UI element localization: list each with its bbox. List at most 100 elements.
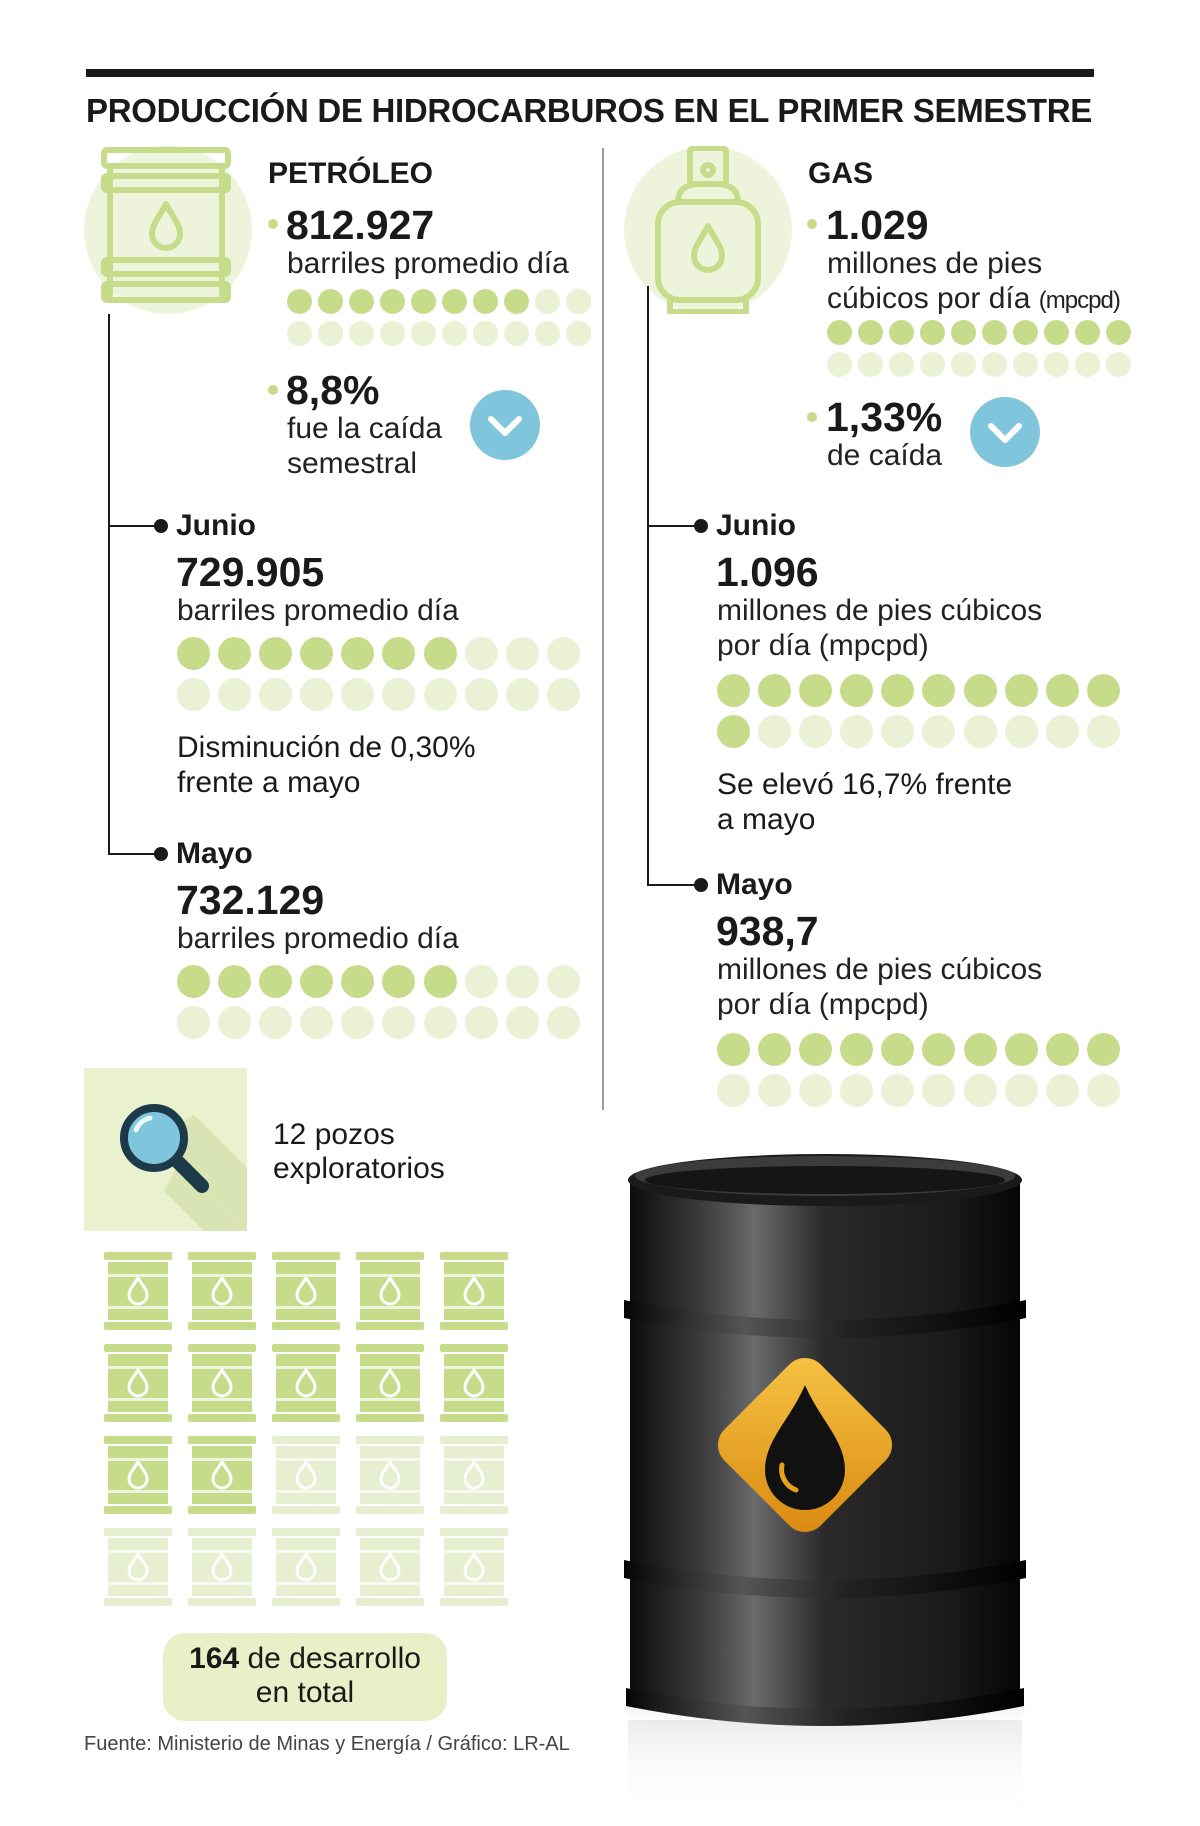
magnifier-box [84,1068,247,1231]
dot-filled [982,320,1007,345]
dot-filled [951,320,976,345]
dot-empty [1045,1074,1079,1107]
gas-junio-unit-line1: millones de pies cúbicos [717,594,1043,627]
petroleo-junio-note-line1: Disminución de 0,30% [177,731,476,764]
dot-filled [881,674,915,707]
petroleo-caida-line2: semestral [287,447,418,480]
gas-mayo-label: Mayo [716,868,793,901]
gas-mayo-dots [717,1033,1121,1107]
dot-empty [504,321,529,346]
petroleo-junio-value: 729.905 [176,549,325,595]
dot-empty [464,1006,498,1039]
dot-filled [1004,1033,1038,1066]
dot-filled [799,674,833,707]
dot-empty [1044,352,1069,377]
petroleo-mayo-dots [177,965,581,1039]
barrel-icon [272,1252,340,1330]
dot-filled [380,289,405,314]
gas-promedio-line2: cúbicos por día (mpcpd) [827,281,1121,318]
gas-caida-line1: de caída [827,439,943,472]
barrel-icon [356,1344,424,1422]
desarrollo-line2: en total [255,1676,355,1709]
dot-empty [411,321,436,346]
desarrollo-number: 164 [189,1642,240,1675]
tree-branch [647,525,698,527]
dot-empty [218,1006,252,1039]
pozos-line2: exploratorios [273,1152,445,1185]
gas-junio-unit-line2: por día (mpcpd) [717,629,929,662]
desarrollo-barrel-grid [104,1252,516,1606]
dot-filled [1013,320,1038,345]
dot-filled [318,289,343,314]
dot-empty [881,1074,915,1107]
gas-junio-note-line2: a mayo [717,803,816,836]
bullet-dot [268,385,278,395]
dot-empty [889,352,914,377]
gas-junio-label: Junio [716,509,796,542]
barrel-icon [356,1436,424,1514]
dot-empty [505,1006,539,1039]
dot-empty [982,352,1007,377]
dot-empty [840,715,874,748]
petroleo-junio-label: Junio [176,509,256,542]
petroleo-junio-dots [177,637,581,711]
dot-filled [758,1033,792,1066]
dot-filled [827,320,852,345]
black-oil-drum-icon [610,1140,1040,1821]
barrel-icon [188,1528,256,1606]
gas-header: GAS [808,157,874,190]
dot-empty [382,1006,416,1039]
dot-filled [840,1033,874,1066]
dot-filled [717,674,750,707]
dot-filled [889,320,914,345]
tree-branch [108,525,158,527]
dot-empty [177,1006,210,1039]
dot-filled [922,1033,956,1066]
dot-filled [1045,674,1079,707]
dot-filled [840,674,874,707]
dot-filled [963,1033,997,1066]
dot-empty [546,1006,580,1039]
gas-mayo-value: 938,7 [716,908,819,954]
tree-line [108,314,110,854]
dot-empty [758,1074,792,1107]
petroleo-promedio-value: 812.927 [286,202,435,248]
dot-filled [858,320,883,345]
dot-empty [922,1074,956,1107]
dot-empty [505,678,539,711]
gas-junio-note-line1: Se elevó 16,7% frente [717,768,1013,801]
tree-node [694,878,708,892]
dot-filled [920,320,945,345]
dot-empty [566,289,591,314]
barrel-icon [440,1528,508,1606]
dot-empty [881,715,915,748]
dot-filled [1044,320,1069,345]
top-rule [86,69,1094,77]
tree-node [154,847,168,861]
dot-filled [177,637,210,670]
bullet-dot [268,219,278,229]
dot-empty [505,637,539,670]
dot-empty [920,352,945,377]
dot-empty [799,1074,833,1107]
gas-junio-dots [717,674,1121,748]
dot-empty [318,321,343,346]
dot-empty [300,678,334,711]
dot-filled [1106,320,1131,345]
dot-empty [423,678,457,711]
dot-empty [1045,715,1079,748]
source-credit: Fuente: Ministerio de Minas y Energía / … [84,1733,570,1755]
dot-filled [423,637,457,670]
dot-filled [341,965,375,998]
dot-filled [717,1033,750,1066]
petroleo-header: PETRÓLEO [268,157,434,190]
dot-empty [464,637,498,670]
dot-filled [758,674,792,707]
dot-empty [717,1074,750,1107]
dot-empty [963,1074,997,1107]
dot-filled [423,965,457,998]
dot-empty [380,321,405,346]
barrel-icon [440,1436,508,1514]
dot-empty [218,678,252,711]
dot-filled [259,965,293,998]
